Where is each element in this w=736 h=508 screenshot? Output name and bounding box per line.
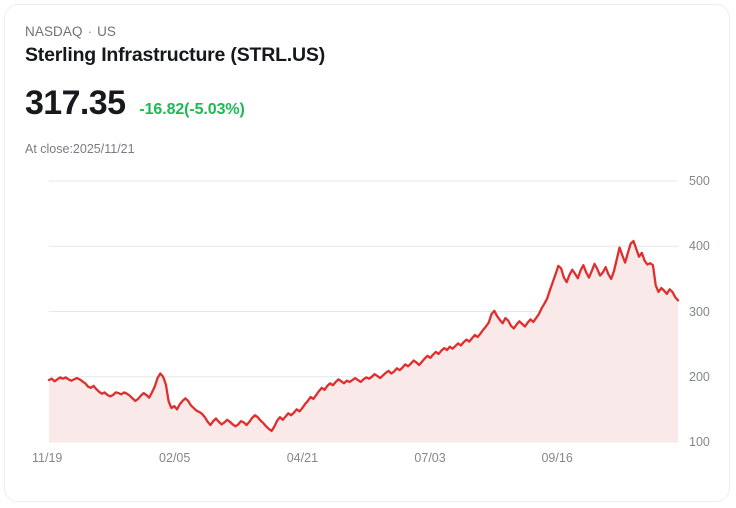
price-chart-svg[interactable]	[5, 165, 730, 465]
x-axis-tick-label: 04/21	[286, 451, 319, 465]
exchange-region-row: NASDAQ · US	[25, 23, 685, 41]
separator-dot: ·	[87, 24, 93, 39]
y-axis-tick-label: 500	[689, 174, 710, 188]
y-axis-tick-label: 300	[689, 304, 710, 319]
market-status: At close:2025/11/21	[25, 142, 135, 156]
price-change: -16.82(-5.03%)	[139, 101, 245, 118]
quote-header: NASDAQ · US Sterling Infrastructure (STRL.…	[25, 23, 685, 68]
y-axis: 500 400 300 200 100	[689, 165, 729, 455]
page-title: Sterling Infrastructure (STRL.US)	[25, 44, 326, 66]
x-axis: 11/19 02/05 04/21 07/03 09/16	[5, 451, 729, 475]
price-chart[interactable]: 500 400 300 200 100 11/19 02/05 04/21 07/03 09/1…	[5, 165, 730, 475]
chart-line	[47, 239, 680, 433]
x-axis-tick-label: 09/16	[541, 451, 573, 465]
region-label: US	[97, 24, 117, 39]
y-axis-tick-label: 200	[689, 369, 710, 384]
stock-quote-card: NASDAQ · US Sterling Infrastructure (STRL.…	[4, 4, 730, 502]
price-row: 317.35 -16.82(-5.03%)	[25, 83, 245, 123]
y-axis-tick-label: 100	[689, 435, 710, 449]
y-axis-tick-label: 400	[689, 239, 710, 254]
x-axis-tick-label: 07/03	[414, 451, 446, 465]
exchange-label: NASDAQ	[25, 24, 83, 39]
x-axis-tick-label: 11/19	[32, 451, 63, 465]
last-price: 317.35	[25, 84, 126, 122]
chart-area-fill	[49, 241, 678, 442]
x-axis-tick-label: 02/05	[159, 451, 191, 465]
